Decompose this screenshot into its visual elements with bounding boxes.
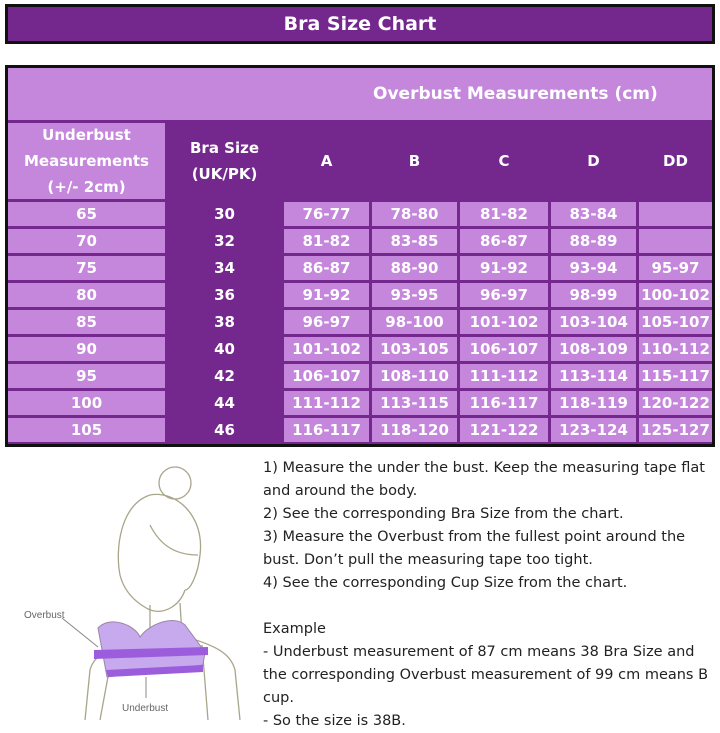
overbust-cell: 91-92	[284, 283, 369, 307]
overbust-cell: 118-120	[372, 418, 457, 442]
overbust-cell: 95-97	[639, 256, 712, 280]
overbust-cell: 113-115	[372, 391, 457, 415]
example-line-1: - Underbust measurement of 87 cm means 3…	[263, 644, 709, 706]
overbust-cell: 96-97	[284, 310, 369, 334]
underbust-cell: 90	[8, 337, 165, 361]
underbust-cell: 80	[8, 283, 165, 307]
overbust-cell: 98-99	[551, 283, 636, 307]
overbust-cell: 115-117	[639, 364, 712, 388]
overbust-cell: 121-122	[460, 418, 548, 442]
step-1: 1) Measure the under the bust. Keep the …	[263, 460, 705, 499]
overbust-cell: 88-89	[551, 229, 636, 253]
overbust-cell: 108-110	[372, 364, 457, 388]
overbust-cell	[639, 202, 712, 226]
overbust-cell: 118-119	[551, 391, 636, 415]
overbust-cell: 116-117	[460, 391, 548, 415]
chart-title: Bra Size Chart	[5, 4, 715, 44]
instructions: 1) Measure the under the bust. Keep the …	[263, 457, 718, 733]
example-line-2: - So the size is 38B.	[263, 713, 406, 729]
overbust-cell	[639, 229, 712, 253]
overbust-cell: 106-107	[284, 364, 369, 388]
overbust-cell: 96-97	[460, 283, 548, 307]
step-4: 4) See the corresponding Cup Size from t…	[263, 575, 628, 591]
bra-size-cell: 34	[168, 256, 281, 280]
overbust-cell: 123-124	[551, 418, 636, 442]
underbust-cell: 75	[8, 256, 165, 280]
overbust-cell: 76-77	[284, 202, 369, 226]
size-table: Overbust Measurements (cm) Underbust Mea…	[5, 65, 715, 447]
underbust-cell: 70	[8, 229, 165, 253]
underbust-header: Underbust Measurements (+/- 2cm)	[8, 123, 165, 199]
overbust-cell: 108-109	[551, 337, 636, 361]
bra-size-cell: 40	[168, 337, 281, 361]
overbust-cell: 93-95	[372, 283, 457, 307]
bra-size-cell: 36	[168, 283, 281, 307]
overbust-cell: 120-122	[639, 391, 712, 415]
underbust-label: Underbust	[122, 703, 168, 714]
overbust-cell: 88-90	[372, 256, 457, 280]
overbust-cell: 78-80	[372, 202, 457, 226]
cup-header-dd: DD	[639, 123, 712, 199]
overbust-cell: 101-102	[284, 337, 369, 361]
bra-size-cell: 30	[168, 202, 281, 226]
step-2: 2) See the corresponding Bra Size from t…	[263, 506, 624, 522]
underbust-cell: 85	[8, 310, 165, 334]
cup-header-d: D	[551, 123, 636, 199]
overbust-cell: 100-102	[639, 283, 712, 307]
step-3: 3) Measure the Overbust from the fullest…	[263, 529, 686, 568]
overbust-cell: 113-114	[551, 364, 636, 388]
overbust-cell: 125-127	[639, 418, 712, 442]
bra-size-cell: 38	[168, 310, 281, 334]
bra-size-cell: 42	[168, 364, 281, 388]
cup-header-c: C	[460, 123, 548, 199]
overbust-cell: 98-100	[372, 310, 457, 334]
overbust-cell: 93-94	[551, 256, 636, 280]
example-heading: Example	[263, 621, 326, 637]
underbust-cell: 105	[8, 418, 165, 442]
overbust-cell: 116-117	[284, 418, 369, 442]
overbust-cell: 111-112	[284, 391, 369, 415]
overbust-cell: 83-84	[551, 202, 636, 226]
overbust-cell: 105-107	[639, 310, 712, 334]
bra-size-cell: 44	[168, 391, 281, 415]
underbust-cell: 100	[8, 391, 165, 415]
overbust-header: Overbust Measurements (cm)	[8, 68, 712, 120]
measurement-illustration: Overbust Underbust	[0, 455, 258, 721]
overbust-cell: 81-82	[284, 229, 369, 253]
overbust-cell: 101-102	[460, 310, 548, 334]
cup-header-a: A	[284, 123, 369, 199]
bra-size-cell: 46	[168, 418, 281, 442]
overbust-cell: 103-104	[551, 310, 636, 334]
overbust-cell: 103-105	[372, 337, 457, 361]
overbust-cell: 83-85	[372, 229, 457, 253]
underbust-cell: 95	[8, 364, 165, 388]
overbust-cell: 86-87	[460, 229, 548, 253]
bra-size-cell: 32	[168, 229, 281, 253]
underbust-cell: 65	[8, 202, 165, 226]
overbust-cell: 111-112	[460, 364, 548, 388]
cup-header-b: B	[372, 123, 457, 199]
overbust-cell: 110-112	[639, 337, 712, 361]
overbust-cell: 91-92	[460, 256, 548, 280]
bra-size-header: Bra Size (UK/PK)	[168, 123, 281, 199]
overbust-cell: 81-82	[460, 202, 548, 226]
overbust-cell: 86-87	[284, 256, 369, 280]
overbust-label: Overbust	[24, 610, 65, 621]
overbust-cell: 106-107	[460, 337, 548, 361]
